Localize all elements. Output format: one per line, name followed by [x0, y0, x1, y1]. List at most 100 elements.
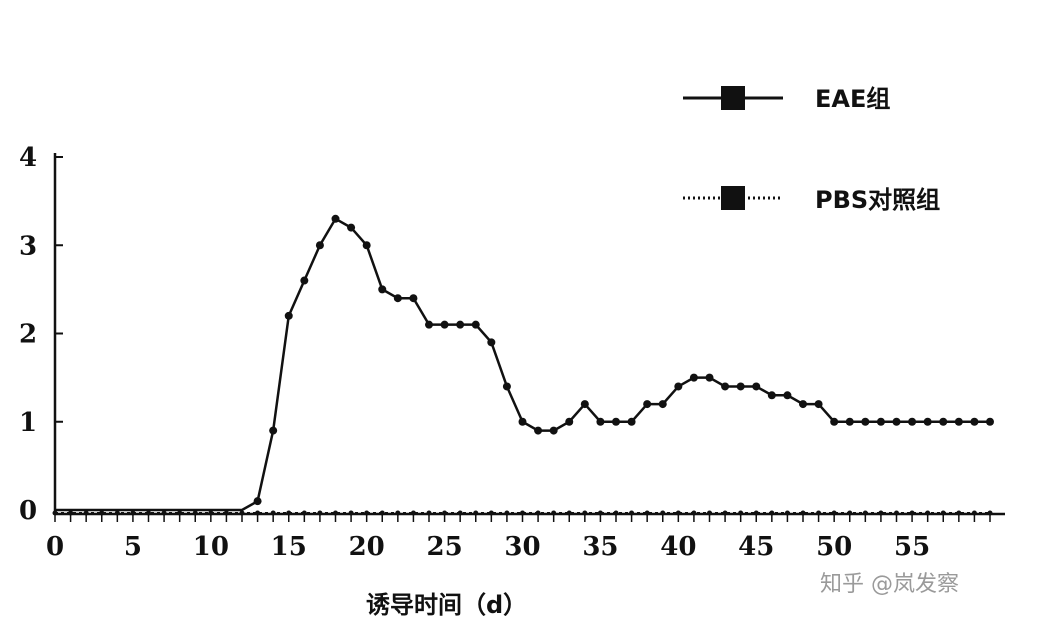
data-point: [457, 510, 463, 516]
data-point: [894, 510, 899, 516]
legend-label-pbs: PBS对照组: [815, 186, 940, 214]
data-point: [255, 510, 261, 516]
data-point: [440, 320, 449, 329]
data-point: [378, 285, 387, 294]
data-point: [878, 510, 884, 516]
data-point: [520, 510, 525, 516]
data-point: [456, 320, 465, 329]
data-point: [940, 510, 946, 516]
data-point: [705, 373, 714, 382]
data-point: [643, 400, 652, 409]
data-point: [970, 417, 979, 426]
data-point: [613, 510, 619, 516]
data-point: [939, 417, 948, 426]
data-point: [208, 510, 214, 516]
data-point: [286, 510, 292, 516]
data-point: [270, 510, 276, 516]
data-point: [99, 510, 105, 516]
x-tick-label: 40: [660, 532, 696, 562]
data-point: [317, 510, 323, 516]
data-point: [580, 400, 589, 409]
data-point: [333, 510, 338, 516]
data-point: [410, 510, 416, 516]
data-point: [473, 510, 479, 516]
data-point: [644, 510, 650, 516]
data-point: [348, 510, 354, 516]
data-point: [362, 241, 371, 250]
data-point: [752, 382, 761, 391]
data-point: [783, 391, 792, 400]
data-point: [582, 510, 588, 516]
data-point: [689, 373, 698, 382]
data-point: [393, 294, 402, 303]
data-point: [130, 510, 136, 516]
data-point: [487, 338, 496, 347]
data-point: [502, 382, 511, 391]
series-line-0: [55, 217, 990, 512]
series-lines: [52, 214, 994, 516]
x-tick-label: 5: [124, 532, 142, 562]
data-point: [799, 400, 807, 409]
data-point: [892, 417, 901, 426]
data-point: [551, 510, 557, 516]
data-point: [146, 510, 151, 516]
data-point: [627, 417, 636, 426]
data-point: [442, 510, 448, 516]
data-point: [800, 510, 806, 516]
data-point: [831, 510, 837, 516]
data-point: [471, 320, 480, 329]
data-point: [379, 510, 385, 516]
data-point: [738, 510, 744, 516]
data-point: [534, 426, 543, 435]
data-point: [908, 417, 917, 426]
data-point: [364, 510, 370, 516]
data-point: [566, 510, 572, 516]
data-point: [565, 417, 574, 426]
data-point: [925, 510, 931, 516]
data-point: [425, 320, 433, 329]
watermark-text: 知乎 @岚发察: [820, 572, 959, 597]
data-point: [269, 426, 278, 435]
x-tick-label: 10: [193, 532, 229, 562]
x-tick-label: 15: [271, 532, 307, 562]
data-point: [660, 510, 666, 516]
data-point: [518, 417, 527, 426]
data-point: [861, 417, 870, 426]
data-point: [954, 417, 963, 426]
x-tick-label: 45: [738, 532, 774, 562]
data-point: [612, 417, 620, 426]
y-tick-label: 1: [19, 408, 37, 438]
y-tick-label: 2: [19, 320, 37, 350]
data-point: [284, 311, 293, 320]
data-point: [114, 510, 120, 516]
x-axis-title: 诱导时间（d）: [366, 591, 527, 619]
data-point: [68, 510, 74, 516]
data-point: [769, 510, 775, 516]
legend-marker-pbs: [721, 186, 745, 210]
data-point: [83, 510, 89, 516]
data-point: [52, 510, 58, 516]
y-tick-label: 3: [19, 231, 37, 261]
data-point: [862, 510, 868, 516]
x-tick-label: 35: [582, 532, 618, 562]
data-point: [395, 510, 401, 516]
data-point: [409, 294, 418, 303]
data-point: [331, 214, 340, 223]
data-point: [956, 510, 962, 516]
x-tick-label: 55: [894, 532, 930, 562]
data-point: [675, 510, 681, 516]
data-point: [315, 241, 324, 250]
data-point: [923, 417, 932, 426]
legend: EAE组 PBS对照组: [683, 85, 940, 214]
data-point: [814, 400, 823, 409]
x-tick-label: 25: [426, 532, 462, 562]
ticks: 0 5 10 15 20 25 30 35 40 45 50 55 0 1 2 3 4: [19, 143, 991, 562]
data-point: [753, 510, 759, 516]
data-point: [161, 510, 167, 516]
data-point: [876, 417, 885, 426]
x-tick-label: 0: [46, 532, 64, 562]
data-point: [816, 510, 822, 516]
data-point: [301, 510, 307, 516]
x-tick-label: 30: [504, 532, 540, 562]
